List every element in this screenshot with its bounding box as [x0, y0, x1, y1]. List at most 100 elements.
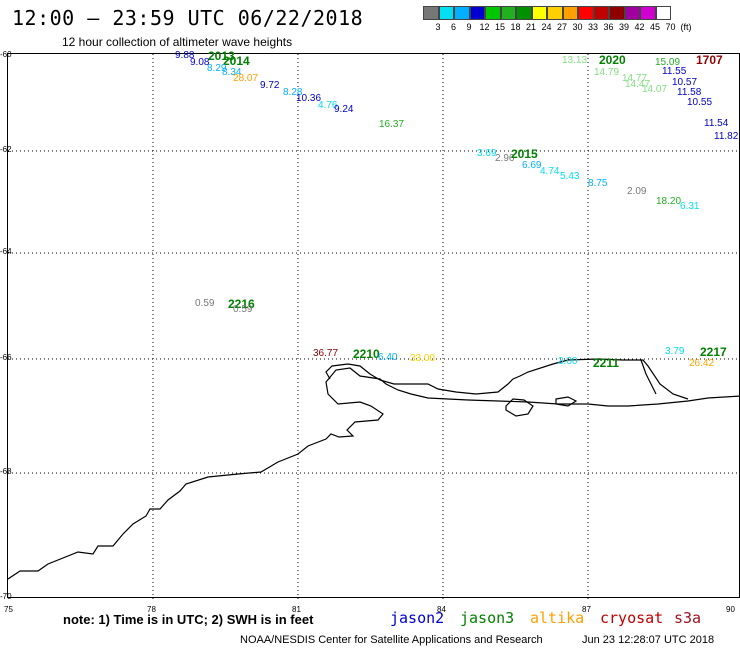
- scale-swatch: [578, 6, 594, 20]
- color-scale-labels: 3 6 9 12 15 18 21 24 27 30 33 36 39 42 45 70 (ft): [423, 22, 740, 34]
- scale-label: 18: [510, 22, 521, 32]
- pass-time-label: 1707: [696, 53, 723, 67]
- pass-time-label: 2013: [208, 49, 235, 63]
- scale-label: 70: [665, 22, 676, 32]
- wave-height-label: 11.55: [662, 66, 687, 77]
- lon-label: 75: [4, 605, 13, 614]
- legend-cryosat: cryosat: [600, 609, 664, 627]
- wave-height-label: 8.75: [588, 178, 608, 189]
- lat-label: -62: [0, 145, 12, 154]
- wave-height-label: 15.09: [655, 57, 681, 68]
- scale-label: 42: [634, 22, 645, 32]
- wave-height-label: 4.74: [540, 166, 560, 177]
- pass-time-label: 2014: [223, 54, 250, 68]
- footer-note: note: 1) Time is in UTC; 2) SWH is in fe…: [63, 612, 314, 627]
- map-panel: [7, 53, 740, 599]
- lat-label: -66: [0, 353, 12, 362]
- footer-timestamp: Jun 23 12:28:07 UTC 2018: [582, 634, 715, 646]
- scale-swatch: [609, 6, 625, 20]
- wave-height-label: 6.40: [378, 352, 398, 363]
- wave-height-label: 14.47: [625, 79, 651, 90]
- wave-height-label: 11.58: [677, 87, 702, 98]
- wave-height-label: 3.00: [558, 356, 578, 367]
- lon-label: 81: [292, 605, 301, 614]
- scale-label: 45: [649, 22, 660, 32]
- wave-height-label: 9.72: [260, 80, 280, 91]
- wave-height-label: 3.79: [665, 346, 685, 357]
- scale-label: 6: [450, 22, 456, 32]
- scale-swatch: [562, 6, 578, 20]
- lon-label: 90: [726, 605, 735, 614]
- wave-height-label: 10.55: [687, 97, 713, 108]
- pass-time-label: 2020: [599, 53, 626, 67]
- wave-height-label: 16.37: [379, 119, 405, 130]
- wave-height-label: 9.24: [334, 104, 354, 115]
- scale-swatch: [454, 6, 470, 20]
- wave-height-label: 36.77: [313, 348, 339, 359]
- lat-label: -64: [0, 247, 12, 256]
- wave-height-label: 10.36: [296, 93, 322, 104]
- scale-label: 3: [435, 22, 441, 32]
- wave-height-label: 14.79: [594, 67, 620, 78]
- wave-height-label: 33.00: [410, 353, 436, 364]
- scale-swatch: [485, 6, 501, 20]
- legend-jason2: jason2: [390, 609, 445, 627]
- wave-height-label: 28.07: [233, 73, 259, 84]
- legend-jason3: jason3: [460, 609, 515, 627]
- pass-time-label: 2210: [353, 347, 380, 361]
- map-grid: [8, 54, 740, 599]
- wave-height-label: 2.09: [627, 186, 647, 197]
- wave-height-label: 14.07: [642, 84, 668, 95]
- wave-height-label: 0.59: [195, 298, 215, 309]
- legend-s3a: s3a: [674, 609, 702, 627]
- scale-swatch: [438, 6, 454, 20]
- wave-height-label: 13.13: [562, 55, 588, 66]
- lon-label: 78: [147, 605, 156, 614]
- scale-label: 21: [525, 22, 536, 32]
- scale-swatch: [547, 6, 563, 20]
- scale-swatch: [640, 6, 656, 20]
- wave-height-label: 8.29: [207, 63, 227, 74]
- scale-label: 36: [603, 22, 614, 32]
- legend-altika: altika: [530, 609, 585, 627]
- scale-swatch: [516, 6, 532, 20]
- wave-height-label: 2.96: [495, 153, 515, 164]
- page-title: 12:00 – 23:59 UTC 06/22/2018: [12, 6, 364, 30]
- scale-label: 15: [494, 22, 505, 32]
- scale-label: 27: [556, 22, 567, 32]
- scale-swatch: [593, 6, 609, 20]
- pass-time-label: 2216: [228, 297, 255, 311]
- scale-label: 24: [541, 22, 552, 32]
- wave-height-label: 0.59: [233, 304, 253, 315]
- lat-label: -68: [0, 467, 12, 476]
- page-subtitle: 12 hour collection of altimeter wave hei…: [62, 35, 293, 49]
- scale-swatch: [655, 6, 671, 20]
- wave-height-label: 18.20: [656, 196, 682, 207]
- wave-height-label: 3.69: [477, 148, 497, 159]
- scale-swatch: [500, 6, 516, 20]
- scale-label: 9: [466, 22, 472, 32]
- lon-label: 87: [582, 605, 591, 614]
- scale-swatch: [423, 6, 439, 20]
- wave-height-label: 8.28: [283, 87, 303, 98]
- scale-swatch: [469, 6, 485, 20]
- scale-swatch: [531, 6, 547, 20]
- wave-height-label: 4.76: [318, 100, 338, 111]
- scale-label: 12: [479, 22, 490, 32]
- wave-height-label: 9.88: [175, 50, 195, 61]
- lat-label: -70: [0, 592, 12, 601]
- wave-height-label: 26.42: [689, 358, 715, 369]
- scale-label: 30: [572, 22, 583, 32]
- lon-label: 84: [437, 605, 446, 614]
- wave-height-label: 6.31: [680, 201, 700, 212]
- wave-height-label: 8.34: [222, 67, 242, 78]
- scale-label: 39: [618, 22, 629, 32]
- scale-label: 33: [587, 22, 598, 32]
- wave-height-label: 5.43: [560, 171, 580, 182]
- wave-height-label: 14.77: [622, 73, 648, 84]
- scale-swatch: [624, 6, 640, 20]
- wave-height-label: 11.82: [714, 131, 739, 142]
- pass-time-label: 2211: [593, 356, 620, 370]
- coastline: [8, 358, 740, 580]
- pass-time-label: 2015: [511, 147, 538, 161]
